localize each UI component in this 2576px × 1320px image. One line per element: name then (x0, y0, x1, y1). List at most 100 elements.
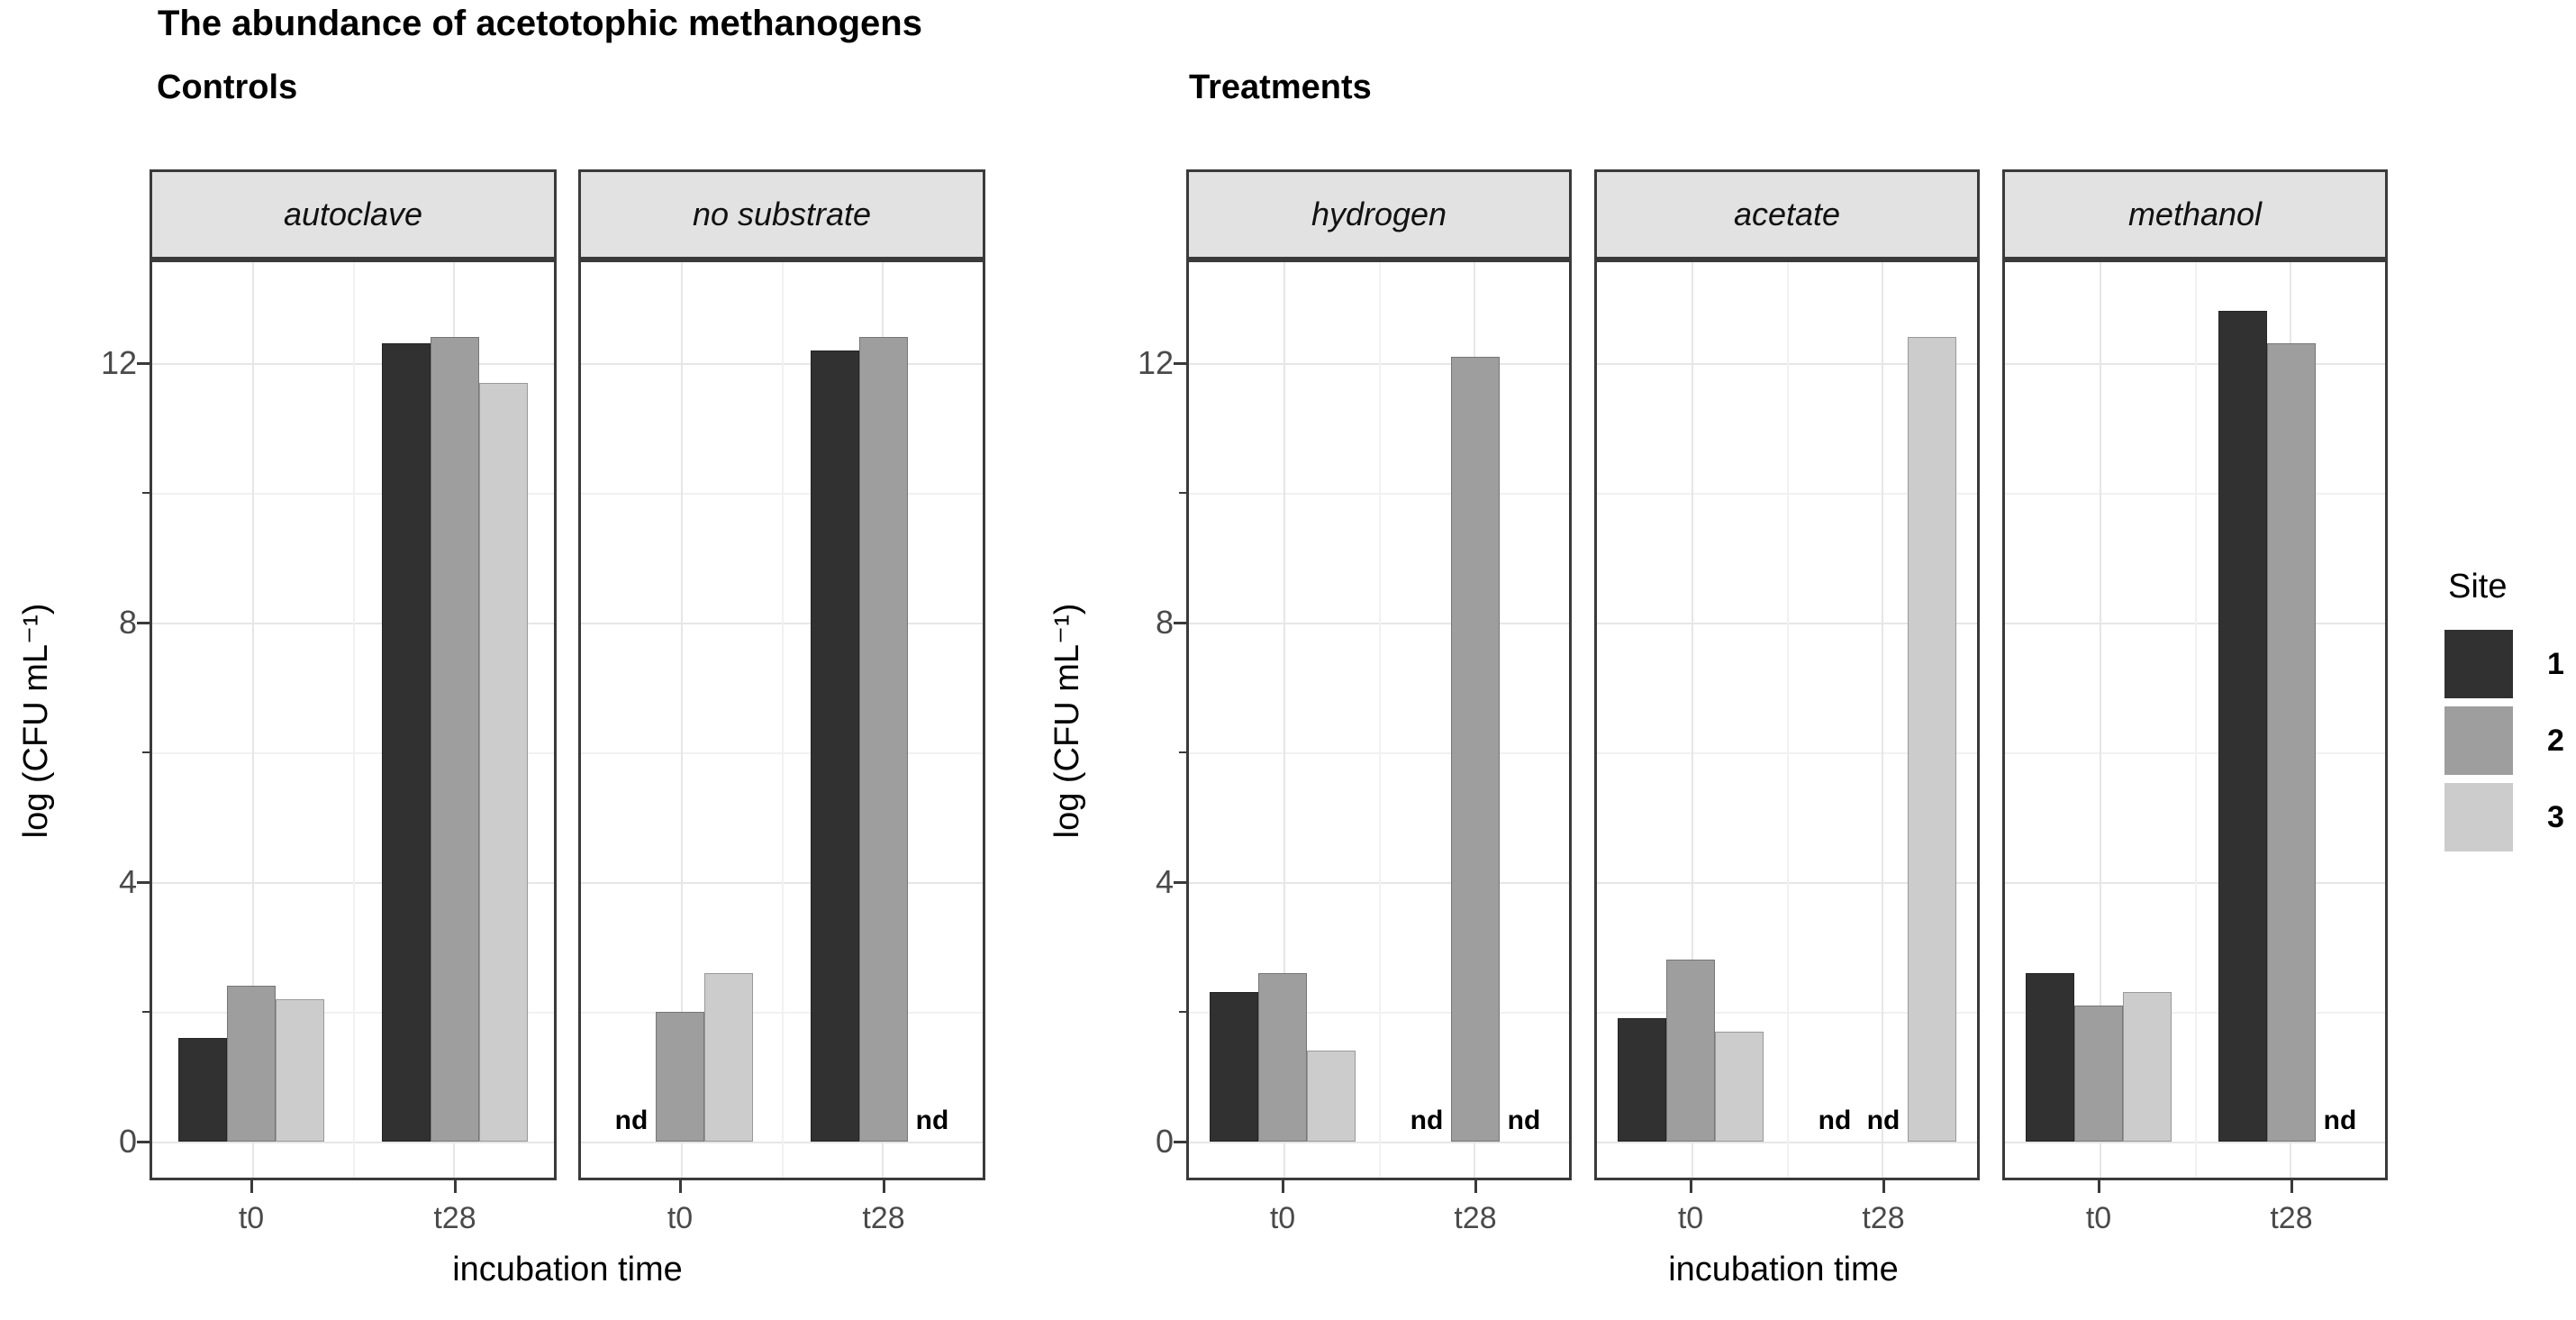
nd-label: nd (2323, 1106, 2357, 1135)
bar-site-3 (1908, 337, 1956, 1142)
y-tick-label: 4 (1155, 863, 1174, 900)
y-minor-tick-mark (142, 1011, 150, 1013)
legend-key-swatch (2444, 706, 2513, 775)
legend-key-swatch (2444, 630, 2513, 698)
nd-label: nd (1818, 1106, 1852, 1135)
bar-site-1 (382, 343, 431, 1142)
legend-entry: 1 (2432, 630, 2576, 698)
bar-site-2 (227, 986, 276, 1142)
legend-entry: 2 (2432, 706, 2576, 775)
facet-strip: acetate (1594, 169, 1980, 259)
bar-site-3 (704, 972, 753, 1142)
major-gridline (1881, 262, 1883, 1178)
facet-strip-label: methanol (2127, 196, 2263, 232)
bar-site-3 (1715, 1031, 1764, 1142)
bar-site-1 (2218, 311, 2267, 1142)
y-tick-label: 8 (118, 604, 137, 641)
legend-entries: 1 2 3 (2432, 630, 2576, 851)
group-label-controls: Controls (157, 68, 298, 106)
bar-site-2 (1666, 960, 1715, 1142)
minor-gridline (1379, 262, 1381, 1178)
major-gridline (251, 262, 254, 1178)
x-tick-label: t0 (1269, 1201, 1296, 1235)
x-tick-mark (883, 1180, 885, 1193)
x-tick-mark (1282, 1180, 1284, 1193)
y-tick-mark (1174, 362, 1186, 365)
chart-title: The abundance of acetotophic methanogens (158, 4, 922, 43)
bar-site-3 (276, 998, 324, 1142)
legend-entry-label: 3 (2547, 799, 2564, 834)
y-tick-mark (137, 1141, 150, 1143)
legend-entry-label: 2 (2547, 723, 2564, 758)
y-tick-label: 0 (1155, 1123, 1174, 1160)
x-axis-title-controls: incubation time (452, 1251, 683, 1288)
y-tick-label: 4 (118, 863, 137, 900)
legend-key-swatch (2444, 783, 2513, 851)
y-tick-mark (1174, 881, 1186, 884)
minor-gridline (1787, 262, 1789, 1178)
y-tick-label: 8 (1155, 604, 1174, 641)
minor-gridline (353, 262, 355, 1178)
nd-label: nd (614, 1106, 649, 1135)
y-tick-mark (1174, 622, 1186, 624)
major-gridline (2099, 262, 2101, 1178)
x-tick-mark (679, 1180, 682, 1193)
major-gridline (1283, 262, 1285, 1178)
nd-label: nd (1410, 1106, 1444, 1135)
x-tick-label: t28 (1454, 1201, 1497, 1235)
x-tick-label: t0 (1677, 1201, 1704, 1235)
x-tick-label: t28 (433, 1201, 476, 1235)
facet-strip: no substrate (578, 169, 985, 259)
x-tick-label: t0 (667, 1201, 694, 1235)
x-axis-title-treatments: incubation time (1668, 1251, 1899, 1288)
x-tick-label: t28 (1862, 1201, 1905, 1235)
bar-site-2 (431, 337, 479, 1142)
major-gridline (1691, 262, 1693, 1178)
bar-site-2 (656, 1012, 704, 1142)
y-minor-tick-mark (1179, 1011, 1186, 1013)
nd-label: nd (915, 1106, 949, 1135)
y-minor-tick-mark (1179, 751, 1186, 753)
legend: Site 1 2 3 (2432, 568, 2576, 860)
facet-strip-label: no substrate (692, 196, 872, 232)
legend-entry-label: 1 (2547, 646, 2564, 681)
bar-site-2 (859, 337, 908, 1142)
y-minor-tick-mark (142, 492, 150, 494)
y-tick-label: 12 (1137, 344, 1174, 381)
x-tick-mark (1690, 1180, 1692, 1193)
bar-site-3 (2123, 992, 2172, 1142)
y-axis-title-treatments: log (CFU mL⁻¹) (1048, 603, 1086, 839)
bar-site-1 (1618, 1018, 1666, 1142)
facet-strip: methanol (2002, 169, 2388, 259)
bar-site-2 (1258, 972, 1307, 1142)
facet-strip: autoclave (150, 169, 557, 259)
bar-site-3 (479, 382, 528, 1142)
x-tick-mark (250, 1180, 253, 1193)
plot-panel (2002, 259, 2388, 1180)
minor-gridline (2195, 262, 2197, 1178)
x-tick-mark (1474, 1180, 1477, 1193)
y-tick-label: 12 (100, 344, 137, 381)
facet-strip-label: acetate (1733, 196, 1841, 232)
x-tick-label: t28 (2270, 1201, 2313, 1235)
x-tick-mark (2290, 1180, 2293, 1193)
y-tick-mark (1174, 1141, 1186, 1143)
bar-site-2 (2074, 1005, 2123, 1142)
bar-site-1 (2026, 972, 2074, 1142)
y-minor-tick-mark (142, 751, 150, 753)
x-tick-label: t0 (2085, 1201, 2112, 1235)
plot-panel (578, 259, 985, 1180)
x-tick-mark (1882, 1180, 1885, 1193)
bar-site-2 (2267, 343, 2316, 1142)
bar-site-3 (1307, 1051, 1356, 1142)
legend-entry: 3 (2432, 783, 2576, 851)
facet-strip: hydrogen (1186, 169, 1572, 259)
nd-label: nd (1507, 1106, 1541, 1135)
y-tick-label: 0 (118, 1123, 137, 1160)
y-tick-mark (137, 881, 150, 884)
legend-title: Site (2448, 568, 2508, 605)
x-tick-mark (454, 1180, 457, 1193)
y-tick-mark (137, 622, 150, 624)
y-tick-mark (137, 362, 150, 365)
